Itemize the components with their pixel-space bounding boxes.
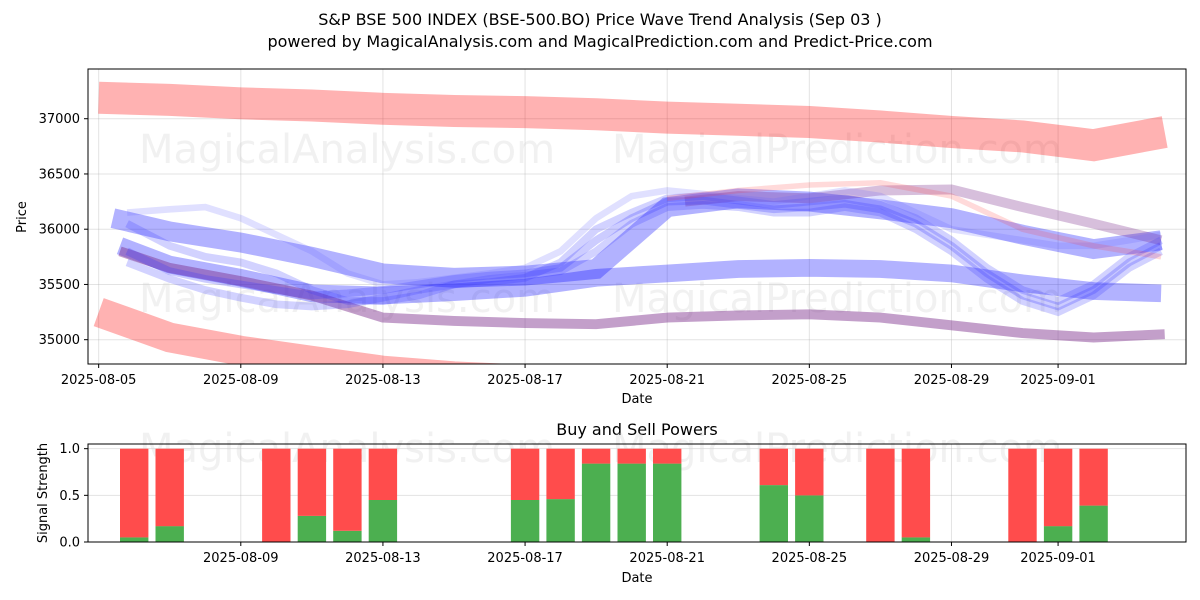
- sell-bar: [546, 448, 575, 500]
- buy-bar: [901, 537, 931, 542]
- buy-bar: [333, 530, 362, 542]
- wave-path-4: [126, 187, 1162, 288]
- chart-title-line1: S&P BSE 500 INDEX (BSE-500.BO) Price Wav…: [318, 10, 882, 29]
- price-x-tick-label: 2025-08-29: [914, 373, 990, 388]
- price-series: [93, 81, 1168, 364]
- buy-bar: [297, 515, 327, 542]
- red-upper-band: [98, 81, 1168, 162]
- power-x-tick-label: 2025-08-25: [772, 551, 848, 566]
- watermark-4: MagicalPrediction.com: [612, 276, 1062, 322]
- buy-bar: [1043, 526, 1073, 542]
- buy-bar: [653, 463, 682, 542]
- price-x-axis-label: Date: [621, 392, 652, 407]
- power-plot-frame: [87, 443, 1187, 543]
- buy-bar: [617, 463, 646, 542]
- sell-bar: [262, 448, 291, 542]
- sell-bar: [795, 448, 824, 496]
- power-x-tick-label: 2025-08-17: [487, 551, 563, 566]
- watermark-2: MagicalPrediction.com: [612, 127, 1062, 173]
- power-y-tick-label: 1.0: [59, 442, 80, 457]
- chart-title-line2: powered by MagicalAnalysis.com and Magic…: [267, 32, 932, 51]
- power-chart-title: Buy and Sell Powers: [556, 420, 718, 439]
- price-x-tick-label: 2025-08-13: [345, 373, 421, 388]
- red-lower-band: [93, 298, 513, 364]
- power-x-tick-label: 2025-08-09: [203, 551, 279, 566]
- price-y-tick-label: 35000: [39, 333, 80, 348]
- price-y-tick-label: 36500: [39, 167, 80, 182]
- price-plot-frame: [87, 68, 1187, 365]
- buy-bar: [120, 537, 149, 542]
- wave-path-5: [666, 180, 1162, 260]
- buy-bar: [546, 499, 575, 542]
- price-ticks: 35000 35500 36000 36500 37000 2025-08-05 2025-…: [39, 112, 1096, 388]
- buy-bar: [1079, 505, 1108, 542]
- power-x-tick-label: 2025-09-01: [1020, 551, 1096, 566]
- sell-bar: [510, 448, 540, 500]
- price-x-tick-label: 2025-08-21: [629, 373, 705, 388]
- buy-bar: [795, 495, 824, 542]
- wave-path-2: [125, 201, 1163, 317]
- price-x-tick-label: 2025-08-09: [203, 373, 279, 388]
- power-x-tick-label: 2025-08-29: [914, 551, 990, 566]
- sell-bar: [368, 448, 398, 500]
- sell-bar: [155, 448, 184, 527]
- blue-lower-band: [116, 237, 1162, 305]
- price-watermarks: MagicalAnalysis.com MagicalPrediction.co…: [139, 127, 1062, 322]
- price-y-tick-label: 36000: [39, 223, 80, 238]
- price-x-tick-label: 2025-08-17: [487, 373, 563, 388]
- sell-bar: [1008, 448, 1037, 542]
- sell-bar: [1079, 448, 1108, 506]
- buy-bar: [581, 463, 611, 542]
- power-y-tick-label: 0.5: [59, 489, 80, 504]
- power-y-tick-label: 0.0: [59, 536, 80, 551]
- purple-upper-band: [684, 184, 1163, 246]
- sell-bar: [581, 448, 611, 464]
- power-bars: [120, 448, 1108, 542]
- power-panel: Buy and Sell Powers MagicalAnalysis.com …: [36, 420, 1187, 586]
- power-watermarks: MagicalAnalysis.com MagicalPrediction.co…: [139, 426, 1062, 472]
- blue-upper-band: [110, 188, 1163, 288]
- price-y-axis-label: Price: [15, 201, 30, 233]
- sell-bar: [1043, 448, 1073, 527]
- buy-bar: [368, 500, 398, 542]
- watermark-3: MagicalAnalysis.com: [139, 276, 555, 322]
- wave-path-1: [125, 196, 1163, 311]
- price-x-tick-label: 2025-09-01: [1020, 373, 1096, 388]
- wave-path-3: [125, 192, 1163, 311]
- price-grid: [88, 69, 1186, 364]
- price-x-tick-label: 2025-08-25: [772, 373, 848, 388]
- watermark-1: MagicalAnalysis.com: [139, 127, 555, 173]
- purple-lower-band: [118, 246, 1165, 343]
- power-x-axis-label: Date: [621, 571, 652, 586]
- sell-bar: [901, 448, 931, 538]
- power-x-tick-label: 2025-08-13: [345, 551, 421, 566]
- watermark-6: MagicalPrediction.com: [612, 426, 1062, 472]
- sell-bar: [297, 448, 327, 516]
- buy-bar: [510, 500, 540, 542]
- sell-bar: [759, 448, 788, 486]
- price-y-tick-label: 35500: [39, 278, 80, 293]
- price-panel: MagicalAnalysis.com MagicalPrediction.co…: [15, 68, 1187, 407]
- power-ticks: 0.0 0.5 1.0 2025-08-09 2025-08-13 2025-08-17 2…: [59, 442, 1096, 566]
- power-x-tick-label: 2025-08-21: [629, 551, 705, 566]
- price-y-tick-label: 37000: [39, 112, 80, 127]
- sell-bar: [866, 448, 895, 542]
- power-y-axis-label: Signal Strength: [36, 443, 51, 543]
- sell-bar: [617, 448, 646, 464]
- sell-bar: [120, 448, 149, 538]
- buy-bar: [759, 485, 788, 542]
- sell-bar: [333, 448, 362, 531]
- sell-bar: [653, 448, 682, 464]
- price-x-tick-label: 2025-08-05: [61, 373, 137, 388]
- buy-bar: [155, 526, 184, 542]
